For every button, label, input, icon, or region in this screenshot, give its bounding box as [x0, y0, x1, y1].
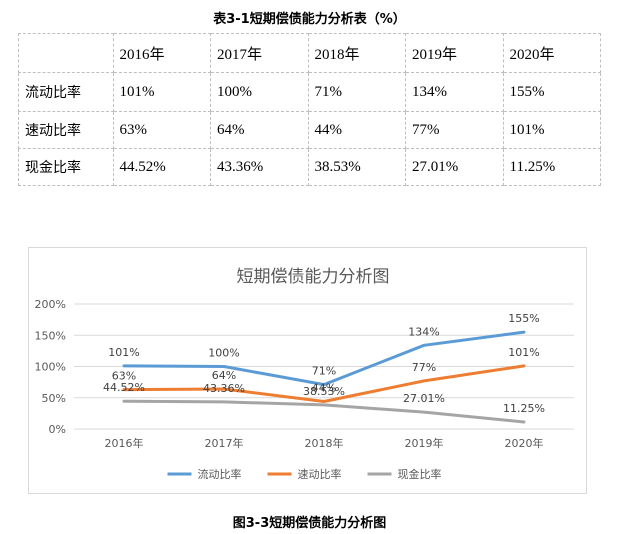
data-label: 38.53%: [303, 385, 345, 398]
legend-entry: 速动比率: [298, 467, 342, 481]
table-cell: 44.52%: [112, 148, 211, 186]
table-row: 现金比率 44.52% 43.36% 38.53% 27.01% 11.25%: [18, 148, 601, 186]
data-label: 71%: [312, 365, 336, 378]
data-label: 155%: [508, 312, 539, 325]
header-cell: 2016年: [112, 33, 211, 73]
table-cell: 27.01%: [405, 148, 504, 186]
data-label: 134%: [408, 325, 439, 338]
table-cell: 11.25%: [502, 148, 601, 186]
header-cell: [18, 33, 114, 73]
data-label: 101%: [108, 346, 139, 359]
table-cell: 44%: [307, 111, 406, 149]
header-cell: 2017年: [210, 33, 309, 73]
x-tick-label: 2017年: [205, 436, 244, 450]
table-cell: 155%: [502, 72, 601, 112]
chart-container: 短期偿债能力分析图 0% 50% 100% 150% 200% 2016年 2017年 20…: [28, 247, 587, 494]
series-line: [122, 399, 526, 424]
header-cell: 2020年: [502, 33, 601, 73]
data-label: 27.01%: [403, 392, 445, 405]
table-cell: 43.36%: [210, 148, 309, 186]
table-cell: 101%: [502, 111, 601, 149]
data-label: 63%: [112, 370, 136, 383]
series-line: [122, 364, 526, 403]
y-tick-label: 0%: [49, 423, 66, 436]
table-cell: 100%: [210, 72, 309, 112]
y-tick-label: 150%: [35, 329, 66, 342]
table-cell: 134%: [405, 72, 504, 112]
y-tick-label: 50%: [42, 392, 66, 405]
legend-entry: 现金比率: [398, 467, 442, 481]
header-cell: 2018年: [307, 33, 406, 73]
data-label: 100%: [208, 347, 239, 360]
x-tick-label: 2016年: [105, 436, 144, 450]
figure-caption: 图3-3短期偿债能力分析图: [232, 516, 387, 531]
y-tick-label: 100%: [35, 361, 66, 374]
series-line: [122, 330, 526, 387]
table-cell: 38.53%: [307, 148, 406, 186]
table-title: 表3-1短期偿债能力分析表（%）: [213, 12, 406, 27]
x-tick-label: 2020年: [505, 436, 544, 450]
table-row: 速动比率 63% 64% 44% 77% 101%: [18, 111, 601, 149]
x-tick-label: 2019年: [405, 436, 444, 450]
y-tick-label: 200%: [35, 298, 66, 311]
table-cell: 71%: [307, 72, 406, 112]
data-label: 44%: [312, 382, 336, 395]
row-label: 流动比率: [18, 72, 114, 112]
data-label: 44.52%: [103, 381, 145, 394]
chart-title: 短期偿债能力分析图: [237, 267, 390, 287]
table-cell: 77%: [405, 111, 504, 149]
row-label: 现金比率: [18, 148, 114, 186]
table-cell: 63%: [112, 111, 211, 149]
table-cell: 64%: [210, 111, 309, 149]
line-chart: 短期偿债能力分析图 0% 50% 100% 150% 200% 2016年 2017年 20…: [35, 267, 574, 481]
row-label: 速动比率: [18, 111, 114, 149]
legend-entry: 流动比率: [198, 467, 242, 481]
header-cell: 2019年: [405, 33, 504, 73]
data-label: 43.36%: [203, 382, 245, 395]
data-label: 77%: [412, 361, 436, 374]
x-tick-label: 2018年: [305, 436, 344, 450]
table-row: 流动比率 101% 100% 71% 134% 155%: [18, 72, 601, 112]
data-label: 11.25%: [503, 402, 545, 415]
table-cell: 101%: [112, 72, 211, 112]
table-header-row: 2016年 2017年 2018年 2019年 2020年: [18, 33, 601, 73]
ratio-table: 2016年 2017年 2018年 2019年 2020年 流动比率 101% …: [18, 33, 601, 186]
data-label: 64%: [212, 369, 236, 382]
data-label: 101%: [508, 346, 539, 359]
